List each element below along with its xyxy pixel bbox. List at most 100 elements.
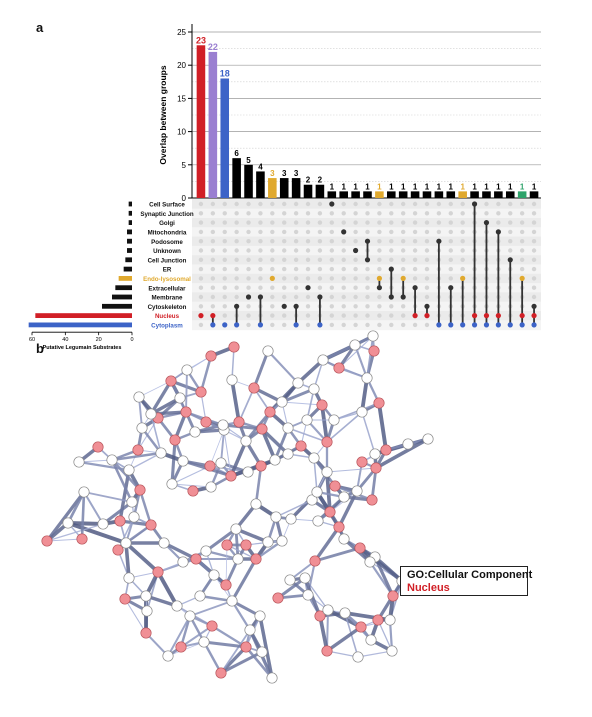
bar-value-label: 1 bbox=[532, 182, 537, 191]
matrix-empty-dot bbox=[305, 211, 311, 216]
matrix-empty-dot bbox=[531, 220, 537, 225]
matrix-empty-dot bbox=[246, 304, 251, 309]
matrix-empty-dot bbox=[436, 220, 442, 225]
nucleus-protein-node bbox=[372, 614, 384, 626]
bar-value-label: 1 bbox=[377, 182, 382, 191]
matrix-filled-dot bbox=[234, 322, 240, 328]
bar-value-label: 1 bbox=[520, 182, 525, 191]
protein-node bbox=[230, 523, 242, 535]
matrix-empty-dot bbox=[448, 201, 453, 207]
bar bbox=[279, 178, 289, 198]
protein-node bbox=[285, 513, 297, 525]
matrix-empty-dot bbox=[270, 257, 275, 262]
matrix-empty-dot bbox=[519, 229, 525, 235]
matrix-empty-dot bbox=[353, 220, 358, 225]
nucleus-protein-node bbox=[204, 460, 216, 472]
nucleus-protein-node bbox=[165, 375, 177, 387]
network-edge bbox=[163, 541, 197, 561]
matrix-empty-dot bbox=[305, 239, 311, 244]
bar-value-label: 4 bbox=[258, 162, 263, 171]
nucleus-protein-node bbox=[175, 641, 187, 653]
matrix-empty-dot bbox=[282, 322, 287, 328]
protein-node bbox=[299, 572, 311, 584]
matrix-empty-dot bbox=[234, 257, 239, 262]
matrix-empty-dot bbox=[377, 266, 382, 272]
network-edge bbox=[361, 411, 376, 455]
protein-node bbox=[177, 556, 189, 568]
matrix-empty-dot bbox=[258, 239, 263, 244]
matrix-filled-dot bbox=[305, 285, 311, 291]
matrix-filled-dot bbox=[483, 313, 490, 319]
bar-value-label: 1 bbox=[341, 182, 346, 191]
protein-node bbox=[349, 339, 361, 351]
set-size-bar bbox=[35, 313, 133, 318]
set-size-bar bbox=[118, 276, 132, 281]
matrix-empty-dot bbox=[389, 220, 394, 225]
matrix-empty-dot bbox=[484, 201, 489, 207]
network-edge bbox=[83, 491, 133, 503]
protein-node bbox=[136, 422, 148, 434]
matrix-filled-dot bbox=[210, 313, 216, 319]
protein-node bbox=[302, 589, 314, 601]
protein-node bbox=[123, 464, 135, 476]
matrix-empty-dot bbox=[270, 266, 275, 272]
matrix-empty-dot bbox=[222, 220, 227, 225]
protein-node bbox=[158, 537, 170, 549]
set-size-bar bbox=[123, 266, 132, 272]
matrix-empty-dot bbox=[353, 276, 358, 281]
matrix-empty-dot bbox=[222, 294, 227, 300]
matrix-empty-dot bbox=[508, 201, 513, 207]
nucleus-protein-node bbox=[228, 341, 240, 353]
matrix-empty-dot bbox=[531, 257, 537, 262]
nucleus-protein-node bbox=[329, 480, 341, 492]
bar bbox=[256, 171, 265, 198]
set-size-bar bbox=[125, 257, 132, 263]
nucleus-protein-node bbox=[321, 436, 333, 448]
network-edge bbox=[167, 615, 191, 657]
nucleus-protein-node bbox=[380, 444, 392, 456]
matrix-filled-dot bbox=[412, 313, 418, 319]
matrix-filled-dot bbox=[436, 238, 442, 244]
protein-node bbox=[189, 426, 201, 438]
set-size-bar bbox=[128, 210, 132, 216]
matrix-empty-dot bbox=[365, 313, 370, 318]
matrix-empty-dot bbox=[270, 304, 275, 309]
network-edge bbox=[277, 576, 306, 600]
matrix-empty-dot bbox=[305, 313, 311, 318]
matrix-empty-dot bbox=[222, 211, 227, 216]
set-label: Cytoskeleton bbox=[148, 304, 187, 311]
set-label: Cell Junction bbox=[148, 257, 187, 264]
network-edge bbox=[357, 650, 393, 658]
matrix-empty-dot bbox=[341, 266, 346, 272]
set-label: Golgi bbox=[159, 220, 175, 227]
set-size-tick-label: 0 bbox=[130, 337, 133, 343]
matrix-empty-dot bbox=[329, 322, 335, 328]
bar bbox=[363, 191, 372, 198]
matrix-empty-dot bbox=[377, 248, 382, 253]
bar bbox=[208, 51, 218, 198]
protein-node bbox=[262, 345, 274, 357]
matrix-empty-dot bbox=[400, 239, 406, 244]
protein-node bbox=[205, 481, 217, 493]
set-label: Podosome bbox=[151, 239, 183, 246]
protein-node bbox=[226, 595, 238, 607]
protein-node bbox=[321, 466, 333, 478]
nucleus-protein-node bbox=[373, 397, 385, 409]
matrix-empty-dot bbox=[198, 257, 204, 262]
network-edge bbox=[223, 429, 232, 477]
protein-node bbox=[200, 545, 212, 557]
network-edge bbox=[252, 350, 270, 389]
nucleus-protein-node bbox=[314, 610, 326, 622]
matrix-filled-dot bbox=[376, 285, 382, 291]
network-edge bbox=[313, 457, 318, 493]
matrix-empty-dot bbox=[341, 257, 346, 262]
matrix-empty-dot bbox=[412, 257, 418, 262]
protein-node bbox=[356, 406, 368, 418]
matrix-empty-dot bbox=[341, 313, 346, 318]
nucleus-protein-node bbox=[321, 645, 333, 657]
matrix-empty-dot bbox=[293, 257, 299, 262]
protein-node bbox=[254, 610, 266, 622]
set-size-tick-label: 20 bbox=[96, 337, 102, 343]
matrix-empty-dot bbox=[258, 257, 263, 262]
protein-node bbox=[402, 438, 414, 450]
